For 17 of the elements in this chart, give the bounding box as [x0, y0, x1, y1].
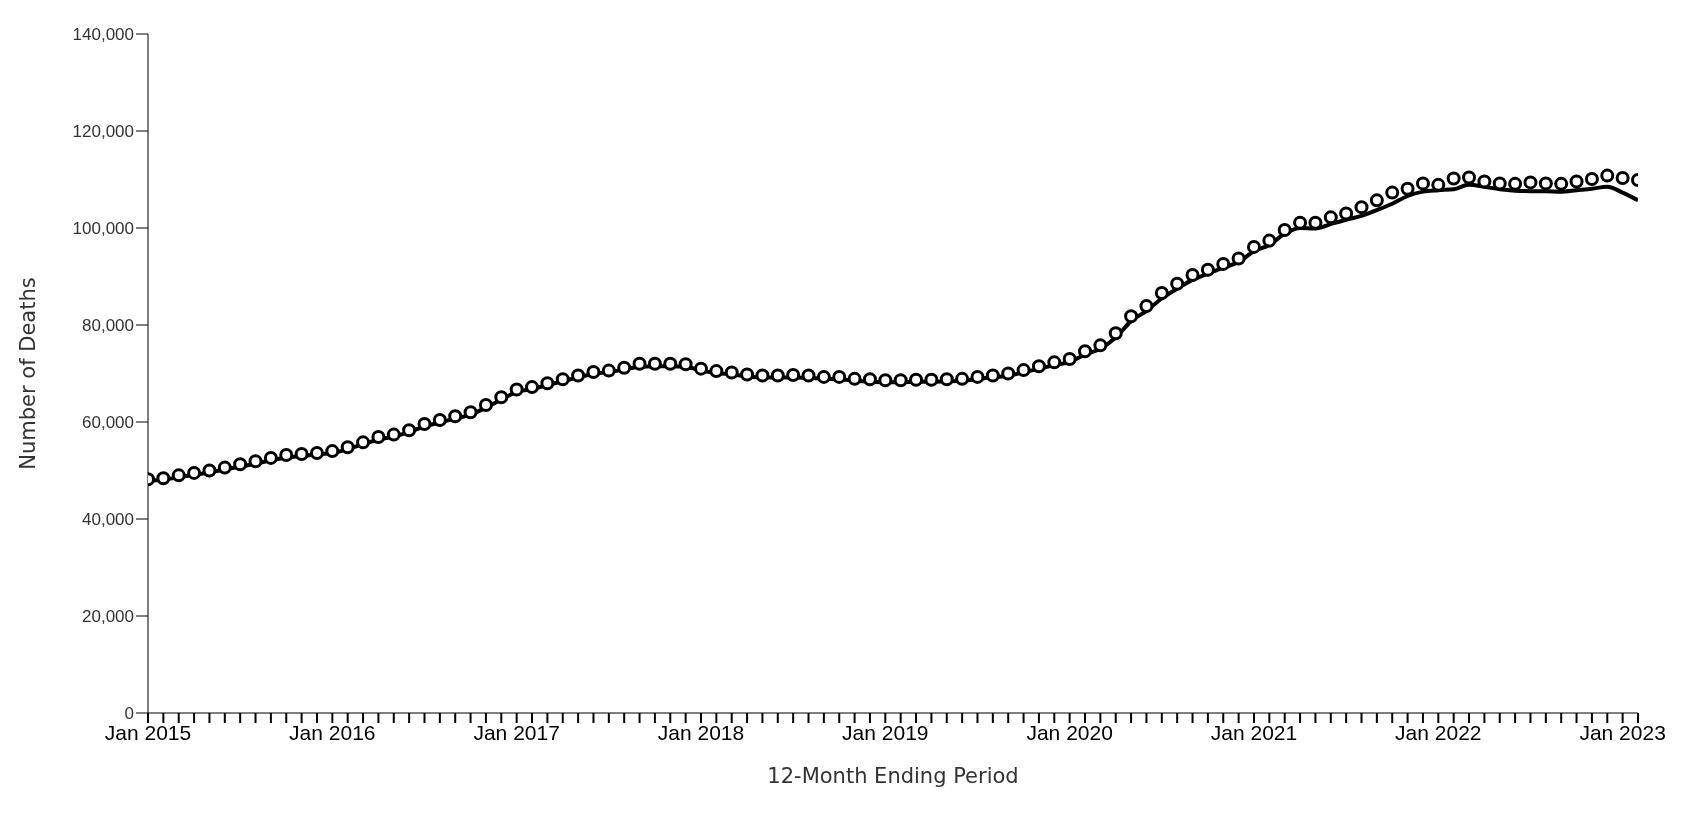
y-tick-label: 80,000: [82, 316, 134, 336]
x-tick-label: Jan 2016: [289, 720, 376, 744]
x-tick-label: Jan 2023: [1579, 720, 1666, 744]
x-tick-label: Jan 2020: [1026, 720, 1113, 744]
x-axis-title: 12-Month Ending Period: [767, 764, 1019, 788]
y-tick-label: 40,000: [82, 510, 134, 530]
y-tick-label: 140,000: [72, 25, 134, 45]
x-tick-label: Jan 2017: [473, 720, 560, 744]
y-tick-label: 20,000: [82, 607, 134, 627]
x-tick-label: Jan 2018: [657, 720, 745, 744]
y-axis-title: Number of Deaths: [16, 277, 41, 470]
x-tick-label: Jan 2019: [842, 720, 929, 744]
y-tick-label: 100,000: [72, 219, 134, 239]
y-tick-label: 60,000: [82, 413, 134, 433]
x-tick-label: Jan 2022: [1395, 720, 1482, 744]
y-tick-label: 120,000: [72, 122, 134, 142]
x-tick-label: Jan 2021: [1210, 720, 1298, 744]
